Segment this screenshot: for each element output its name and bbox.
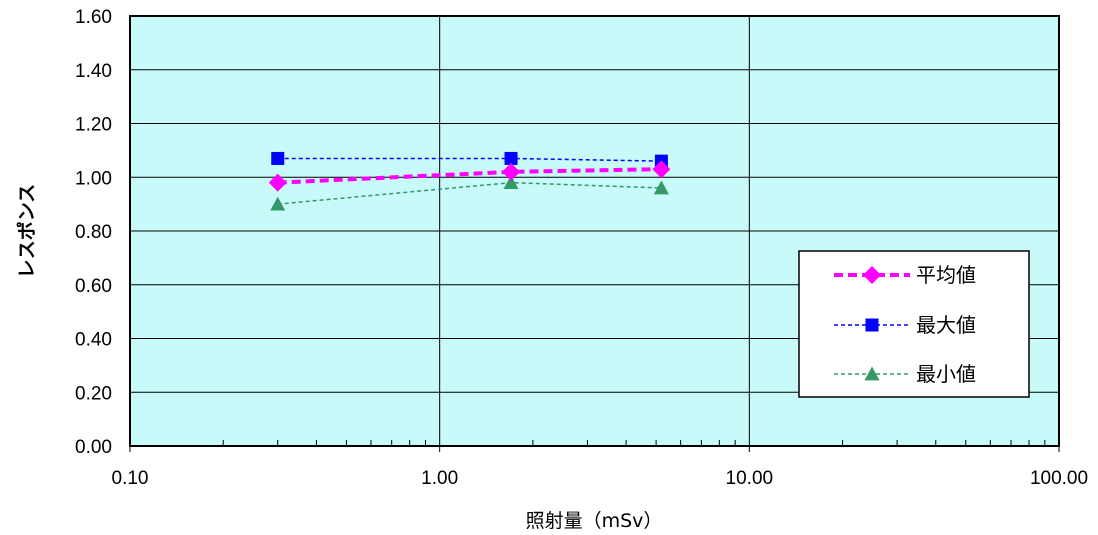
legend-marker-triangle	[864, 366, 880, 381]
y-tick-label: 0.40	[75, 330, 112, 351]
y-axis-title: レスポンス	[15, 184, 38, 279]
data-point-diamond	[652, 160, 671, 179]
gridlines	[130, 16, 1059, 446]
axis-ticks	[129, 440, 1060, 452]
series-line-diamond	[277, 167, 662, 185]
data-point-square	[271, 151, 285, 165]
legend-label: 平均値	[916, 263, 976, 287]
y-tick-label: 0.00	[75, 437, 112, 458]
legend-label: 最大値	[916, 313, 976, 337]
x-tick-label: 10.00	[726, 468, 774, 489]
data-point-triangle	[653, 180, 669, 195]
y-tick-label: 0.20	[75, 383, 112, 404]
y-tick-label: 1.60	[75, 7, 112, 28]
plot-border	[129, 15, 1060, 447]
y-tick-label: 0.60	[75, 276, 112, 297]
legend-marker-diamond	[863, 266, 881, 284]
data-point-triangle	[270, 196, 286, 211]
legend-marker-square	[865, 318, 879, 332]
legend-label: 最小値	[916, 362, 976, 386]
y-tick-labels: 0.00 0.20 0.40 0.60 0.80 1.00 1.20 1.40 1.60	[75, 7, 112, 458]
x-axis-title: 照射量（mSv）	[526, 510, 663, 532]
y-tick-label: 1.40	[75, 61, 112, 82]
y-tick-label: 1.20	[75, 115, 112, 136]
data-point-diamond	[502, 162, 521, 181]
x-tick-label: 100.00	[1030, 468, 1088, 489]
data-point-triangle	[503, 175, 519, 189]
data-point-diamond	[268, 173, 287, 192]
series-lines	[268, 151, 671, 211]
y-tick-label: 0.80	[75, 222, 112, 243]
data-point-square	[504, 151, 518, 165]
x-tick-label: 1.00	[421, 468, 458, 489]
legend-box	[798, 250, 1030, 398]
y-tick-label: 1.00	[75, 168, 112, 189]
x-tick-label: 0.10	[112, 468, 149, 489]
x-tick-labels: 0.10 1.00 10.00 100.00	[112, 468, 1089, 489]
